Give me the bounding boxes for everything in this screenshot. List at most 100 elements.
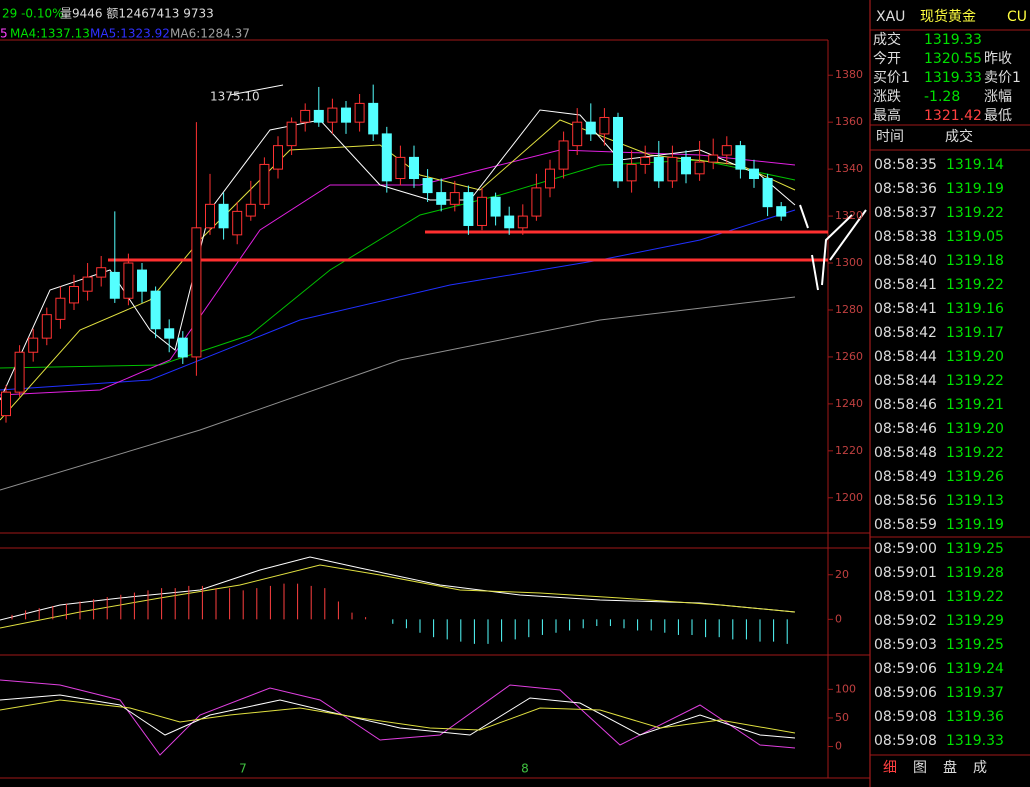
candle-body <box>191 227 202 358</box>
macd-lines <box>0 556 796 629</box>
candle-body <box>14 351 25 393</box>
support-lines <box>108 204 867 291</box>
trade-time: 08:58:35 <box>874 157 937 173</box>
candle-body <box>694 161 705 175</box>
trade-time: 08:58:42 <box>874 325 937 341</box>
candle-body <box>463 192 474 226</box>
candle-body <box>123 262 134 299</box>
candle-body <box>28 337 39 353</box>
candle-body <box>776 206 787 217</box>
candle-body <box>177 337 188 358</box>
trade-price: 1319.13 <box>946 493 1004 509</box>
candle-body <box>205 203 215 229</box>
y-tick-label: 1200 <box>835 491 863 504</box>
y-tick-label: 1240 <box>835 397 863 410</box>
trade-price: 1319.14 <box>946 157 1004 173</box>
candle-body <box>96 267 107 278</box>
candle-body <box>599 116 610 135</box>
trade-time: 08:59:01 <box>874 565 937 581</box>
quote-label: 最高 <box>873 107 901 124</box>
trade-price: 1319.20 <box>946 421 1004 437</box>
candle-body <box>558 140 569 170</box>
trade-time: 08:58:41 <box>874 277 937 293</box>
candle-body <box>381 133 392 182</box>
trade-price: 1319.22 <box>946 277 1004 293</box>
candle-body <box>477 196 487 226</box>
ma-legend: MA6:1284.37 <box>170 27 250 41</box>
candle-body <box>735 145 746 170</box>
candle-body <box>585 121 596 135</box>
candle-body <box>436 192 447 205</box>
candle-body <box>327 107 338 123</box>
trade-price: 1319.22 <box>946 589 1004 605</box>
trade-time: 08:58:41 <box>874 301 937 317</box>
trade-price: 1319.19 <box>946 181 1004 197</box>
tab[interactable]: 成 <box>973 760 987 776</box>
trade-price: 1319.25 <box>946 541 1004 557</box>
trade-price: 1319.22 <box>946 205 1004 221</box>
trade-time: 08:58:38 <box>874 229 937 245</box>
trade-price: 1319.05 <box>946 229 1004 245</box>
trade-time: 08:59:00 <box>874 541 937 557</box>
quote-label: 买价1 <box>873 70 910 86</box>
candle-body <box>504 215 515 229</box>
candle-body <box>640 156 651 165</box>
quote-label: 卖价1 <box>984 70 1021 86</box>
y-tick-label: 100 <box>835 682 856 695</box>
candle-body <box>681 156 691 175</box>
candle-body <box>286 121 297 147</box>
y-tick-label: 1280 <box>835 303 863 316</box>
quote-value: 1320.55 <box>924 51 982 67</box>
trade-time: 08:59:06 <box>874 661 937 677</box>
trade-price: 1319.28 <box>946 565 1004 581</box>
quote-label: 涨幅 <box>984 89 1012 105</box>
candle-body <box>1 391 11 417</box>
y-tick-label: 0 <box>835 740 842 753</box>
candle-body <box>218 203 229 229</box>
candle-body <box>613 116 623 182</box>
y-tick-label: 1220 <box>835 444 863 457</box>
trade-time: 08:58:46 <box>874 397 937 413</box>
candle-body <box>273 145 283 170</box>
y-tick-label: 0 <box>835 612 842 625</box>
candle-body <box>572 121 583 147</box>
trade-time: 08:58:40 <box>874 253 937 269</box>
ma-legend: 5 <box>0 27 8 41</box>
candle-body <box>69 286 79 304</box>
trade-time: 08:59:03 <box>874 637 937 653</box>
ma-legend: MA4:1337.13 <box>10 27 90 41</box>
y-tick-label: 1300 <box>835 256 863 269</box>
tab[interactable]: 盘 <box>943 759 957 776</box>
candle-body <box>490 196 501 217</box>
candle-body <box>395 156 406 180</box>
trade-price: 1319.37 <box>946 685 1004 701</box>
candle-body <box>41 314 52 339</box>
y-tick-label: 1260 <box>835 350 863 363</box>
candle-body <box>721 145 732 156</box>
candle-body <box>422 178 433 194</box>
y-tick-label: 1340 <box>835 162 863 175</box>
quote-value: 1319.33 <box>924 32 982 48</box>
trades-header: 成交 <box>945 128 973 145</box>
trade-time: 08:58:49 <box>874 469 937 485</box>
candle-body <box>109 271 120 299</box>
kdj-lines <box>0 679 796 756</box>
y-tick-label: 1380 <box>835 68 863 81</box>
candle-body <box>708 154 719 163</box>
y-tick-label: 1320 <box>835 209 863 222</box>
tab[interactable]: 细 <box>883 760 897 776</box>
candle-body <box>300 109 311 123</box>
trade-time: 08:58:48 <box>874 445 937 461</box>
trade-time: 08:58:44 <box>874 349 937 365</box>
trade-time: 08:58:59 <box>874 517 937 533</box>
quote-value: 1319.33 <box>924 70 982 86</box>
trade-price: 1319.36 <box>946 709 1004 725</box>
candle-body <box>82 276 93 292</box>
trade-price: 1319.26 <box>946 469 1004 485</box>
trade-time: 08:59:02 <box>874 613 937 629</box>
ma-legend: MA5:1323.92 <box>90 27 170 41</box>
quote-value: 1321.42 <box>924 108 982 124</box>
candle-body <box>762 178 773 208</box>
tab[interactable]: 图 <box>913 760 927 776</box>
